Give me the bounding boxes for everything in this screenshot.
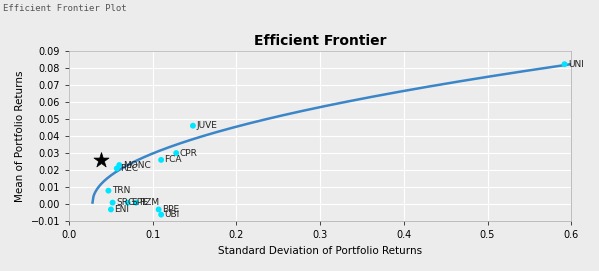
Y-axis label: Mean of Portfolio Returns: Mean of Portfolio Returns — [15, 70, 25, 202]
Text: REC: REC — [120, 164, 138, 173]
Point — [123, 201, 132, 205]
Point — [156, 212, 166, 217]
Point — [131, 201, 141, 205]
Point — [106, 207, 116, 212]
X-axis label: Standard Deviation of Portfolio Returns: Standard Deviation of Portfolio Returns — [218, 246, 422, 256]
Point — [96, 158, 105, 162]
Text: JUVE: JUVE — [196, 121, 217, 130]
Text: UNI: UNI — [568, 60, 584, 69]
Text: ENI: ENI — [114, 205, 129, 214]
Text: TRN: TRN — [112, 186, 130, 195]
Point — [154, 207, 164, 212]
Point — [108, 201, 117, 205]
Text: BPE: BPE — [162, 205, 179, 214]
Point — [112, 166, 122, 171]
Text: FCA: FCA — [165, 155, 182, 164]
Text: CPR: CPR — [180, 149, 198, 157]
Text: MONC: MONC — [123, 160, 150, 170]
Point — [156, 158, 166, 162]
Title: Efficient Frontier: Efficient Frontier — [254, 34, 386, 48]
Point — [171, 151, 181, 155]
Point — [104, 189, 113, 193]
Text: SPE: SPE — [131, 198, 148, 207]
Point — [559, 62, 569, 66]
Text: RZM: RZM — [140, 198, 159, 207]
Text: SRG: SRG — [116, 198, 135, 207]
Text: UBI: UBI — [165, 210, 180, 219]
Point — [188, 124, 198, 128]
Point — [114, 163, 124, 167]
Text: Efficient Frontier Plot: Efficient Frontier Plot — [3, 4, 126, 13]
